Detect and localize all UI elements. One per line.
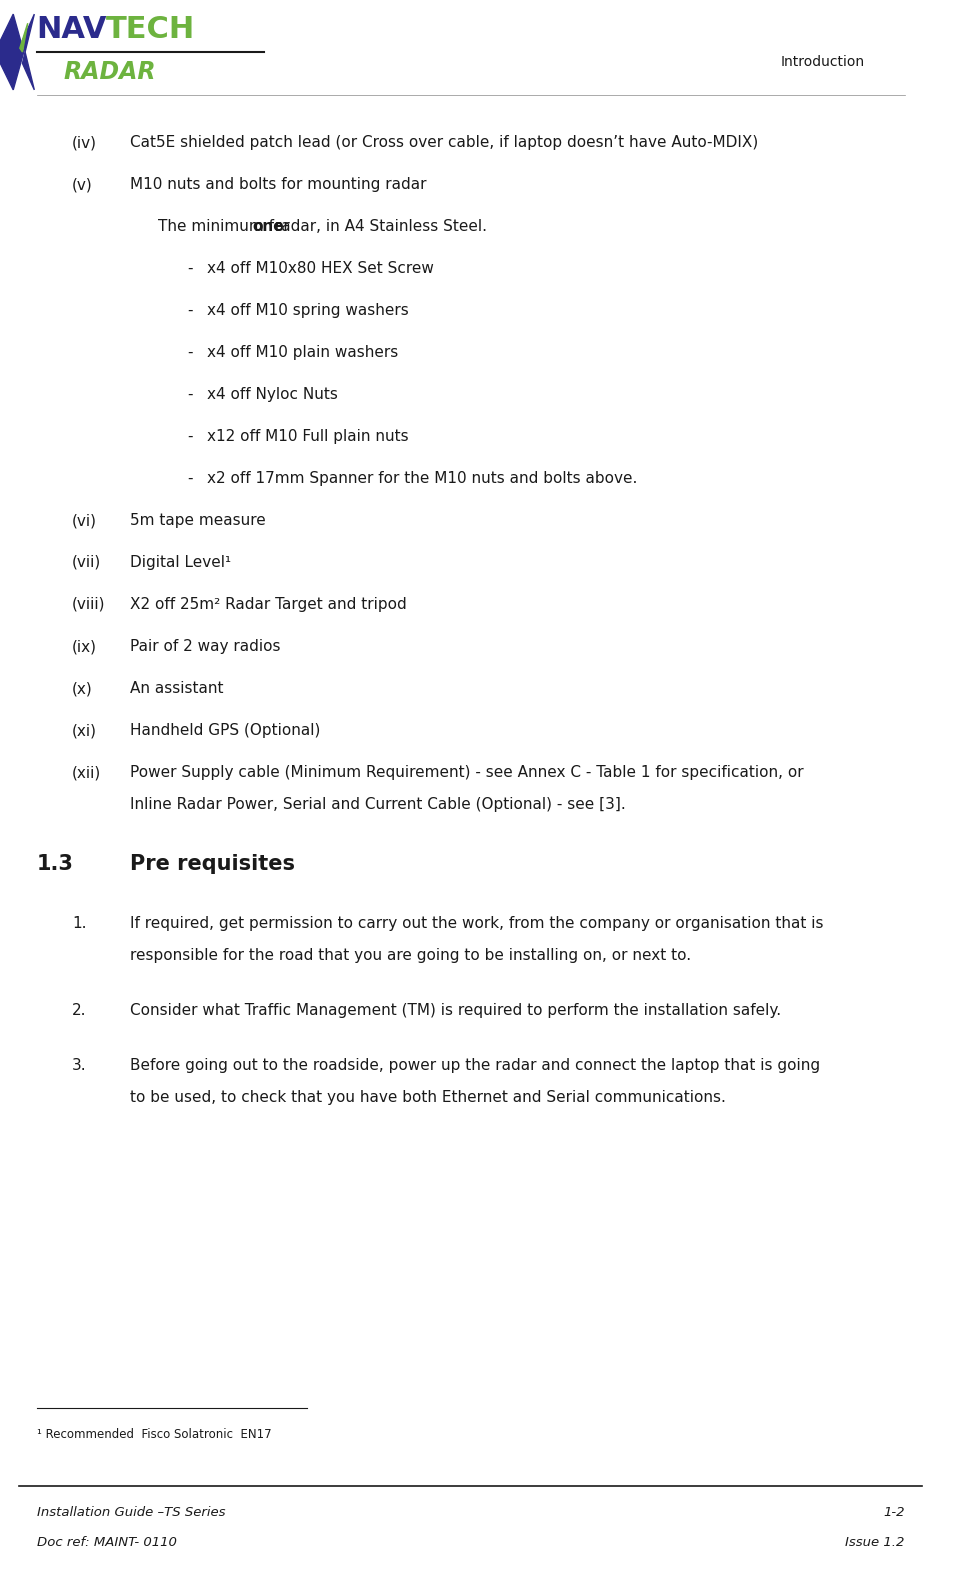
Text: responsible for the road that you are going to be installing on, or next to.: responsible for the road that you are go… [129, 948, 691, 963]
Text: one: one [253, 219, 284, 234]
Polygon shape [20, 24, 27, 52]
Text: NAV: NAV [36, 16, 107, 44]
Text: Cat5E shielded patch lead (or Cross over cable, if laptop doesn’t have Auto-MDIX: Cat5E shielded patch lead (or Cross over… [129, 136, 758, 150]
Text: (v): (v) [73, 177, 93, 193]
Polygon shape [0, 14, 24, 90]
Text: RADAR: RADAR [64, 60, 156, 84]
Polygon shape [23, 52, 34, 90]
Text: x4 off Nyloc Nuts: x4 off Nyloc Nuts [207, 387, 337, 402]
Text: Power Supply cable (Minimum Requirement) - see Annex C - Table 1 for specificati: Power Supply cable (Minimum Requirement)… [129, 765, 804, 780]
Text: to be used, to check that you have both Ethernet and Serial communications.: to be used, to check that you have both … [129, 1090, 725, 1105]
Text: Introduction: Introduction [780, 55, 864, 69]
Text: (iv): (iv) [73, 136, 97, 150]
Text: x4 off M10x80 HEX Set Screw: x4 off M10x80 HEX Set Screw [207, 260, 433, 276]
Text: (xii): (xii) [73, 765, 101, 780]
Polygon shape [23, 14, 34, 52]
Text: An assistant: An assistant [129, 682, 223, 696]
Text: Handheld GPS (Optional): Handheld GPS (Optional) [129, 723, 320, 739]
Text: radar, in A4 Stainless Steel.: radar, in A4 Stainless Steel. [270, 219, 487, 234]
Text: The minimum for: The minimum for [159, 219, 295, 234]
Text: x4 off M10 plain washers: x4 off M10 plain washers [207, 346, 398, 360]
Text: Pair of 2 way radios: Pair of 2 way radios [129, 639, 280, 653]
Text: -: - [187, 429, 193, 443]
Text: 1.: 1. [73, 915, 86, 931]
Text: (vii): (vii) [73, 555, 101, 570]
Text: -: - [187, 346, 193, 360]
Text: If required, get permission to carry out the work, from the company or organisat: If required, get permission to carry out… [129, 915, 823, 931]
Text: Before going out to the roadside, power up the radar and connect the laptop that: Before going out to the roadside, power … [129, 1057, 820, 1073]
Text: Doc ref: MAINT- 0110: Doc ref: MAINT- 0110 [36, 1535, 176, 1550]
Text: -: - [187, 470, 193, 486]
Text: 3.: 3. [73, 1057, 86, 1073]
Text: Pre requisites: Pre requisites [129, 854, 295, 874]
Text: 1-2: 1-2 [883, 1505, 905, 1520]
Text: (viii): (viii) [73, 596, 106, 612]
Text: 5m tape measure: 5m tape measure [129, 513, 266, 529]
Text: Consider what Traffic Management (TM) is required to perform the installation sa: Consider what Traffic Management (TM) is… [129, 1004, 781, 1018]
Text: (ix): (ix) [73, 639, 97, 653]
Text: 2.: 2. [73, 1004, 86, 1018]
Text: Issue 1.2: Issue 1.2 [846, 1535, 905, 1550]
Text: -: - [187, 303, 193, 319]
Text: Installation Guide –TS Series: Installation Guide –TS Series [36, 1505, 225, 1520]
Text: (xi): (xi) [73, 723, 97, 739]
Text: ¹ Recommended  Fisco Solatronic  EN17: ¹ Recommended Fisco Solatronic EN17 [36, 1428, 271, 1441]
Text: -: - [187, 260, 193, 276]
Text: Digital Level¹: Digital Level¹ [129, 555, 231, 570]
Text: Inline Radar Power, Serial and Current Cable (Optional) - see [3].: Inline Radar Power, Serial and Current C… [129, 797, 625, 813]
Text: TECH: TECH [106, 16, 195, 44]
Text: M10 nuts and bolts for mounting radar: M10 nuts and bolts for mounting radar [129, 177, 426, 193]
Text: (vi): (vi) [73, 513, 97, 529]
Text: -: - [187, 387, 193, 402]
Text: x12 off M10 Full plain nuts: x12 off M10 Full plain nuts [207, 429, 408, 443]
Text: x4 off M10 spring washers: x4 off M10 spring washers [207, 303, 409, 319]
Text: x2 off 17mm Spanner for the M10 nuts and bolts above.: x2 off 17mm Spanner for the M10 nuts and… [207, 470, 637, 486]
Text: X2 off 25m² Radar Target and tripod: X2 off 25m² Radar Target and tripod [129, 596, 407, 612]
Text: (x): (x) [73, 682, 93, 696]
Text: 1.3: 1.3 [36, 854, 74, 874]
